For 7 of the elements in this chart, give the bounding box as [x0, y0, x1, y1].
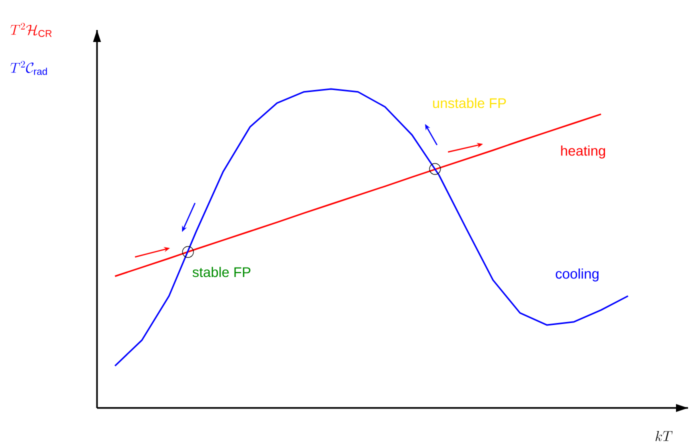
x-axis-title: $kT$: [656, 431, 673, 442]
series-label: heating: [561, 145, 606, 158]
text: $T^2\mathcal{C}_{\mathrm{rad}}$: [10, 60, 47, 75]
text: $T^2\mathcal{H}_{\mathrm{CR}}$: [10, 22, 52, 37]
annotation: unstable FP: [433, 98, 506, 108]
series-label: cooling: [556, 268, 598, 282]
annotation: stable FP: [192, 266, 250, 278]
